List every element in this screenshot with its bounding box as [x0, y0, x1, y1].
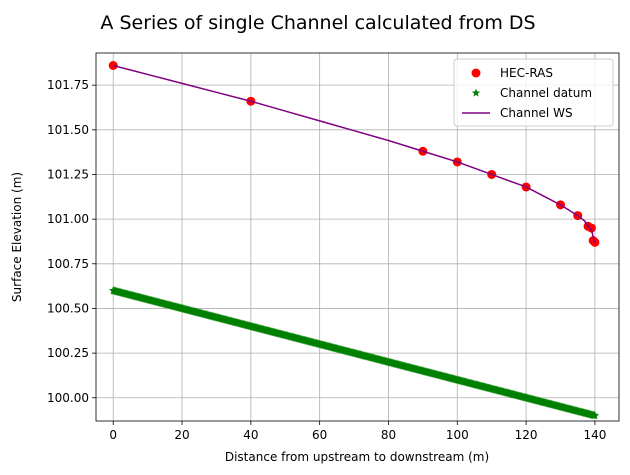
- y-tick-label: 101.75: [47, 78, 89, 92]
- x-tick-label: 60: [312, 428, 327, 442]
- hec-ras-point: [586, 223, 596, 233]
- legend: HEC-RAS Channel datum Channel WS: [453, 58, 614, 127]
- plot-area: [108, 61, 600, 420]
- y-tick-label: 100.75: [47, 257, 89, 271]
- legend-marker-hec-ras: [471, 68, 481, 78]
- x-tick-label: 80: [381, 428, 396, 442]
- x-axis: 0 20 40 60 80 100 120 140: [109, 421, 606, 442]
- plot-frame: [95, 52, 620, 422]
- x-tick-label: 0: [109, 428, 117, 442]
- x-tick-label: 100: [446, 428, 469, 442]
- legend-label-hec-ras: HEC-RAS: [500, 66, 553, 80]
- legend-box: [453, 58, 614, 127]
- legend-label-channel-ws: Channel WS: [500, 106, 573, 120]
- x-tick-label: 140: [583, 428, 606, 442]
- y-tick-label: 101.00: [47, 212, 89, 226]
- y-tick-label: 100.50: [47, 301, 89, 315]
- y-axis-label: Surface Elevation (m): [10, 172, 24, 302]
- legend-label-channel-datum: Channel datum: [500, 86, 592, 100]
- y-tick-label: 100.00: [47, 391, 89, 405]
- chart-title: A Series of single Channel calculated fr…: [100, 12, 535, 34]
- x-axis-label: Distance from upstream to downstream (m): [225, 450, 489, 464]
- y-tick-label: 101.25: [47, 167, 89, 181]
- y-tick-label: 100.25: [47, 346, 89, 360]
- legend-marker-channel-datum: [471, 88, 481, 97]
- x-tick-label: 120: [515, 428, 538, 442]
- channel-ws-line: [113, 64, 596, 243]
- y-tick-label: 101.50: [47, 123, 89, 137]
- x-tick-label: 40: [243, 428, 258, 442]
- y-axis: 100.00 100.25 100.50 100.75 101.00 101.25 101.…: [47, 78, 96, 405]
- hec-ras-point: [590, 237, 600, 247]
- channel-datum-point: [590, 411, 600, 420]
- x-tick-label: 20: [174, 428, 189, 442]
